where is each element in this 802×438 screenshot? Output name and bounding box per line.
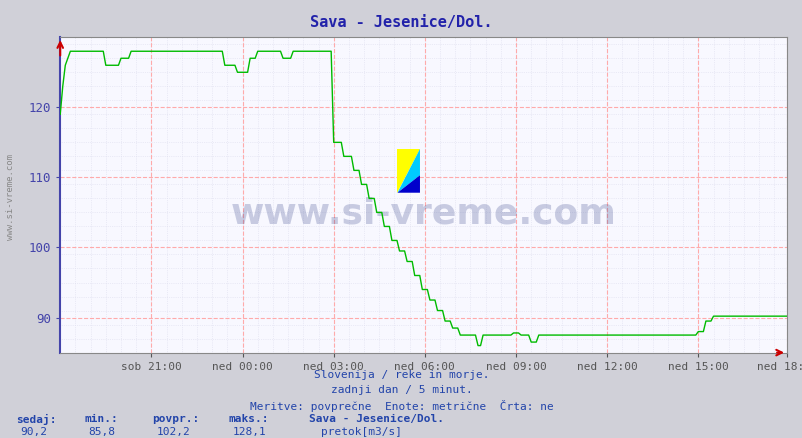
Text: Sava - Jesenice/Dol.: Sava - Jesenice/Dol. xyxy=(310,15,492,30)
Text: Sava - Jesenice/Dol.: Sava - Jesenice/Dol. xyxy=(309,414,444,424)
Text: www.si-vreme.com: www.si-vreme.com xyxy=(230,197,616,231)
Text: maks.:: maks.: xyxy=(229,414,269,424)
Polygon shape xyxy=(397,175,419,193)
Text: sedaj:: sedaj: xyxy=(16,414,56,425)
Polygon shape xyxy=(397,149,419,193)
Text: www.si-vreme.com: www.si-vreme.com xyxy=(6,154,15,240)
Text: 128,1: 128,1 xyxy=(233,427,266,437)
Text: Meritve: povprečne  Enote: metrične  Črta: ne: Meritve: povprečne Enote: metrične Črta:… xyxy=(249,400,553,412)
Text: 102,2: 102,2 xyxy=(156,427,190,437)
Polygon shape xyxy=(397,149,419,193)
Text: povpr.:: povpr.: xyxy=(152,414,200,424)
Text: min.:: min.: xyxy=(84,414,118,424)
Text: zadnji dan / 5 minut.: zadnji dan / 5 minut. xyxy=(330,385,472,395)
Text: pretok[m3/s]: pretok[m3/s] xyxy=(321,427,402,437)
Text: 85,8: 85,8 xyxy=(88,427,115,437)
Text: 90,2: 90,2 xyxy=(20,427,47,437)
Text: Slovenija / reke in morje.: Slovenija / reke in morje. xyxy=(314,370,488,380)
